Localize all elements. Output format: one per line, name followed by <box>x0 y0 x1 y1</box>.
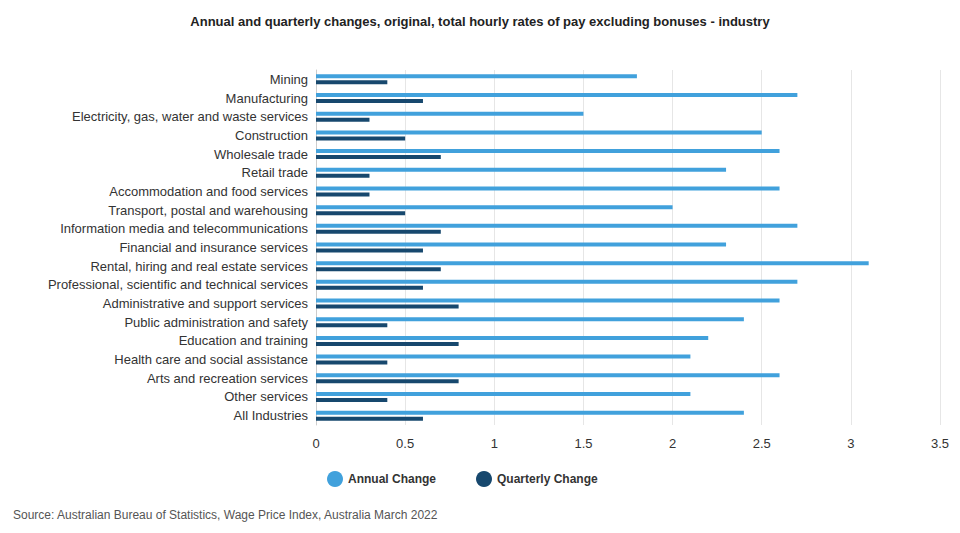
svg-text:Health care and social assista: Health care and social assistance <box>114 352 308 367</box>
svg-text:Construction: Construction <box>235 128 308 143</box>
svg-text:Accommodation and food service: Accommodation and food services <box>109 184 308 199</box>
svg-text:3: 3 <box>847 436 854 451</box>
svg-text:Source: Australian Bureau of S: Source: Australian Bureau of Statistics,… <box>13 508 438 522</box>
svg-text:Professional, scientific and t: Professional, scientific and technical s… <box>48 277 309 292</box>
svg-text:Annual Change: Annual Change <box>348 472 436 486</box>
svg-text:Public administration and safe: Public administration and safety <box>124 315 308 330</box>
svg-text:2.5: 2.5 <box>753 436 771 451</box>
svg-text:Transport, postal and warehous: Transport, postal and warehousing <box>108 203 308 218</box>
svg-text:Annual and quarterly changes,: Annual and quarterly changes, original, … <box>190 14 770 29</box>
svg-text:Electricity, gas, water and wa: Electricity, gas, water and waste servic… <box>72 109 309 124</box>
svg-text:1.5: 1.5 <box>574 436 592 451</box>
svg-text:Wholesale trade: Wholesale trade <box>214 147 308 162</box>
svg-text:Quarterly Change: Quarterly Change <box>497 472 598 486</box>
svg-text:1: 1 <box>491 436 498 451</box>
svg-text:2: 2 <box>669 436 676 451</box>
svg-text:Education and training: Education and training <box>179 333 308 348</box>
svg-text:Other services: Other services <box>224 389 308 404</box>
svg-text:Arts and recreation services: Arts and recreation services <box>147 371 309 386</box>
svg-text:Information media and telecomm: Information media and telecommunications <box>60 221 308 236</box>
svg-text:Manufacturing: Manufacturing <box>226 91 308 106</box>
svg-text:3.5: 3.5 <box>931 436 949 451</box>
svg-text:Mining: Mining <box>270 72 308 87</box>
svg-text:Administrative and support ser: Administrative and support services <box>103 296 309 311</box>
svg-text:Financial and insurance servic: Financial and insurance services <box>119 240 308 255</box>
svg-text:All Industries: All Industries <box>234 408 309 423</box>
svg-text:0: 0 <box>312 436 319 451</box>
svg-text:Rental, hiring and real estate: Rental, hiring and real estate services <box>90 259 308 274</box>
svg-text:0.5: 0.5 <box>396 436 414 451</box>
svg-text:Retail trade: Retail trade <box>242 165 308 180</box>
